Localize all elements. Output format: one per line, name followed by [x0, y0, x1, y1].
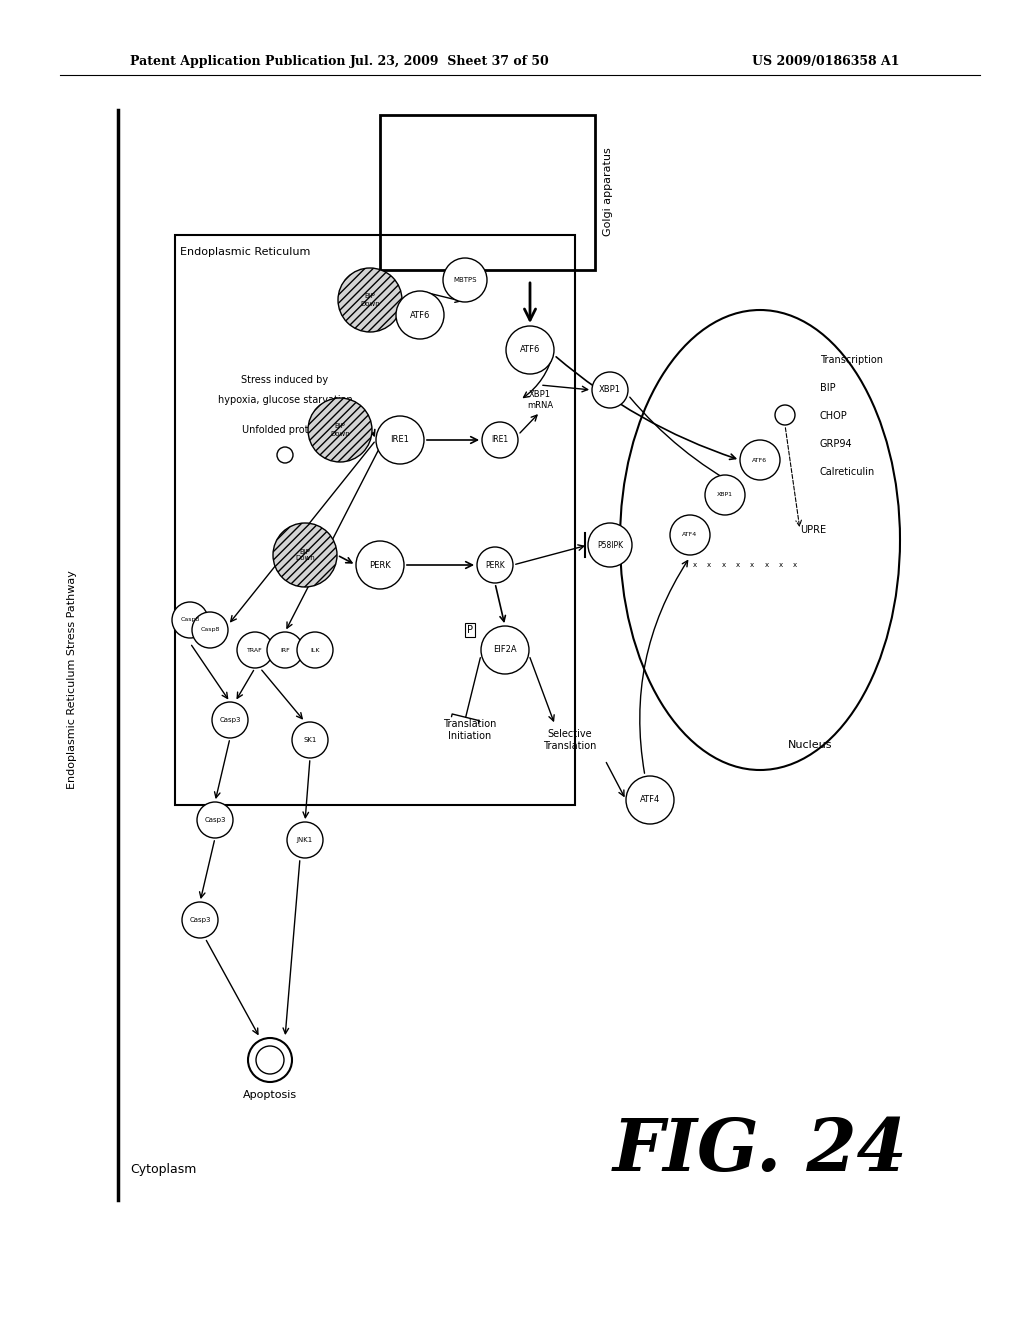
Circle shape	[356, 541, 404, 589]
Circle shape	[197, 803, 233, 838]
Text: Casp3: Casp3	[189, 917, 211, 923]
Circle shape	[338, 268, 402, 333]
Text: Casp8: Casp8	[180, 618, 200, 623]
Text: SK1: SK1	[303, 737, 316, 743]
Circle shape	[670, 515, 710, 554]
Text: ATF4: ATF4	[682, 532, 697, 537]
Text: x: x	[793, 562, 797, 568]
Circle shape	[308, 399, 372, 462]
Circle shape	[278, 447, 293, 463]
Circle shape	[267, 632, 303, 668]
Circle shape	[292, 722, 328, 758]
Text: XBP1: XBP1	[717, 492, 733, 498]
Circle shape	[592, 372, 628, 408]
Circle shape	[376, 416, 424, 465]
Circle shape	[396, 290, 444, 339]
Circle shape	[482, 422, 518, 458]
Text: US 2009/0186358 A1: US 2009/0186358 A1	[753, 55, 900, 69]
Text: x: x	[708, 562, 712, 568]
Text: Stress induced by: Stress induced by	[242, 375, 329, 385]
Text: P: P	[467, 624, 473, 635]
Text: MBTPS: MBTPS	[454, 277, 477, 282]
Text: Transcription: Transcription	[820, 355, 883, 366]
Circle shape	[477, 546, 513, 583]
Text: hypoxia, glucose starvation: hypoxia, glucose starvation	[218, 395, 352, 405]
Circle shape	[212, 702, 248, 738]
Text: x: x	[722, 562, 726, 568]
Circle shape	[626, 776, 674, 824]
Circle shape	[506, 326, 554, 374]
Circle shape	[237, 632, 273, 668]
Text: PERK: PERK	[369, 561, 391, 569]
Text: Patent Application Publication: Patent Application Publication	[130, 55, 345, 69]
Text: TRAF: TRAF	[247, 648, 263, 652]
Text: GRP94: GRP94	[820, 440, 853, 449]
Text: PERK: PERK	[485, 561, 505, 569]
Circle shape	[775, 405, 795, 425]
Circle shape	[740, 440, 780, 480]
Text: Casp3: Casp3	[204, 817, 225, 822]
Text: ATF6: ATF6	[520, 346, 541, 355]
Text: Nucleus: Nucleus	[787, 741, 833, 750]
Circle shape	[182, 902, 218, 939]
Circle shape	[443, 257, 487, 302]
Text: FIG. 24: FIG. 24	[612, 1114, 907, 1185]
Text: x: x	[693, 562, 697, 568]
Text: ILK: ILK	[310, 648, 319, 652]
Text: x: x	[736, 562, 740, 568]
Text: JNK1: JNK1	[297, 837, 313, 843]
Circle shape	[705, 475, 745, 515]
Text: Casp8: Casp8	[201, 627, 220, 632]
Text: IRF: IRF	[281, 648, 290, 652]
Text: CHOP: CHOP	[820, 411, 848, 421]
Text: Casp3: Casp3	[219, 717, 241, 723]
Text: BiP
Down: BiP Down	[295, 549, 314, 561]
Text: IRE1: IRE1	[390, 436, 410, 445]
Circle shape	[588, 523, 632, 568]
Text: XBP1
mRNA: XBP1 mRNA	[527, 391, 553, 409]
Circle shape	[248, 1038, 292, 1082]
Text: Endoplasmic Reticulum Stress Pathway: Endoplasmic Reticulum Stress Pathway	[67, 570, 77, 789]
Bar	[380, 115, 595, 271]
Text: P58IPK: P58IPK	[597, 540, 623, 549]
Circle shape	[287, 822, 323, 858]
Text: Golgi apparatus: Golgi apparatus	[603, 148, 613, 236]
Text: Translation
Initiation: Translation Initiation	[443, 719, 497, 741]
Circle shape	[172, 602, 208, 638]
Text: Cytoplasm: Cytoplasm	[130, 1163, 197, 1176]
Text: IRE1: IRE1	[492, 436, 509, 445]
Text: EIF2A: EIF2A	[494, 645, 517, 655]
Text: Calreticulin: Calreticulin	[820, 467, 876, 477]
Text: ATF6: ATF6	[753, 458, 768, 462]
Circle shape	[193, 612, 228, 648]
Text: Unfolded proteins: Unfolded proteins	[242, 425, 329, 436]
Text: x: x	[751, 562, 755, 568]
Text: ATF6: ATF6	[410, 310, 430, 319]
Text: Apoptosis: Apoptosis	[243, 1090, 297, 1100]
Circle shape	[297, 632, 333, 668]
Text: XBP1: XBP1	[599, 385, 621, 395]
Text: UPRE: UPRE	[800, 525, 826, 535]
Bar	[175, 235, 575, 805]
Text: BIP: BIP	[820, 383, 836, 393]
Text: Jul. 23, 2009  Sheet 37 of 50: Jul. 23, 2009 Sheet 37 of 50	[350, 55, 550, 69]
Circle shape	[273, 523, 337, 587]
Text: Endoplasmic Reticulum: Endoplasmic Reticulum	[180, 247, 310, 257]
Text: x: x	[764, 562, 768, 568]
Circle shape	[256, 1045, 284, 1074]
Text: BiP
Down: BiP Down	[360, 293, 380, 306]
Text: x: x	[778, 562, 782, 568]
Text: BiP
Down: BiP Down	[330, 424, 350, 437]
Text: ATF4: ATF4	[640, 796, 660, 804]
Text: Selective
Translation: Selective Translation	[544, 729, 597, 751]
Circle shape	[481, 626, 529, 675]
